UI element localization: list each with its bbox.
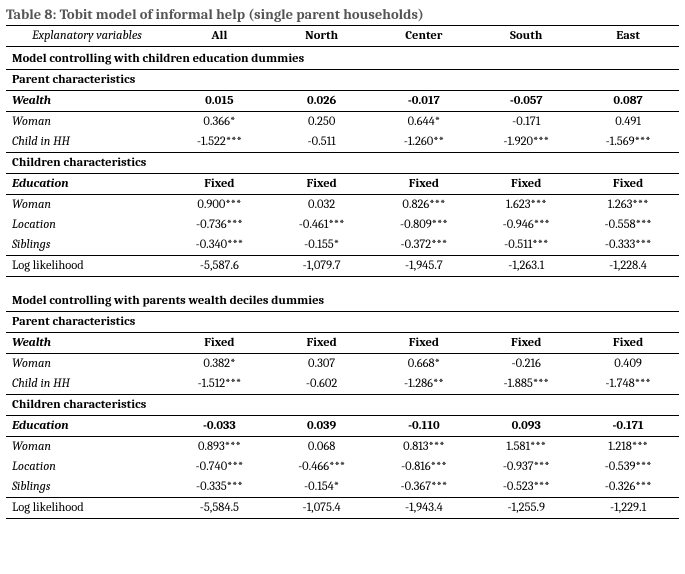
m2-loc-row: Location -0.740***-0.466***-0.816***-0.9… [6,457,679,477]
m2-wealth-row: Wealth FixedFixedFixedFixedFixed [6,333,679,354]
table-header-row: Explanatory variables All North Center S… [6,26,679,47]
header-center: Center [372,26,475,47]
regression-table: Explanatory variables All North Center S… [6,25,679,519]
m2-sib-row: Siblings -0.335***-0.154*-0.367***-0.523… [6,477,679,498]
model2-title-row: Model controlling with parents wealth de… [6,289,679,312]
m1-sib-row: Siblings -0.340***-0.155*-0.372***-0.511… [6,235,679,256]
m2-educ-row: Education -0.0330.039-0.1100.093-0.171 [6,416,679,437]
m1-parent-title: Parent characteristics [6,70,679,91]
m2-parent-title: Parent characteristics [6,312,679,333]
table-title: Table 8: Tobit model of informal help (s… [6,6,679,23]
model1-title-row: Model controlling with children educatio… [6,47,679,70]
m1-woman-row: Woman 0.366*0.2500.644*-0.1710.491 [6,112,679,133]
header-east: East [577,26,679,47]
header-south: South [475,26,577,47]
m1-cwoman-row: Woman 0.900***0.0320.826***1.623***1.263… [6,195,679,216]
m1-loglik-row: Log likelihood -5,587.6-1,079.7-1,945.7-… [6,256,679,277]
m1-loc-row: Location -0.736***-0.461***-0.809***-0.9… [6,215,679,235]
m2-childhh-row: Child in HH -1.512***-0.602-1.286**-1.88… [6,374,679,395]
header-all: All [168,26,271,47]
m2-loglik-row: Log likelihood -5,584.5-1,075.4-1,943.4-… [6,498,679,519]
m2-woman-row: Woman 0.382*0.3070.668*-0.2160.409 [6,354,679,375]
m1-educ-row: Education FixedFixedFixedFixedFixed [6,174,679,195]
m1-wealth-row: Wealth 0.0150.026-0.017-0.0570.087 [6,91,679,112]
header-north: North [271,26,373,47]
m1-child-title: Children characteristics [6,153,679,174]
spacer-row [6,277,679,290]
m1-childhh-row: Child in HH -1.522***-0.511-1.260**-1.92… [6,132,679,153]
header-explanatory: Explanatory variables [6,26,168,47]
m2-child-title: Children characteristics [6,395,679,416]
m2-cwoman-row: Woman 0.893***0.0680.813***1.581***1.218… [6,437,679,458]
